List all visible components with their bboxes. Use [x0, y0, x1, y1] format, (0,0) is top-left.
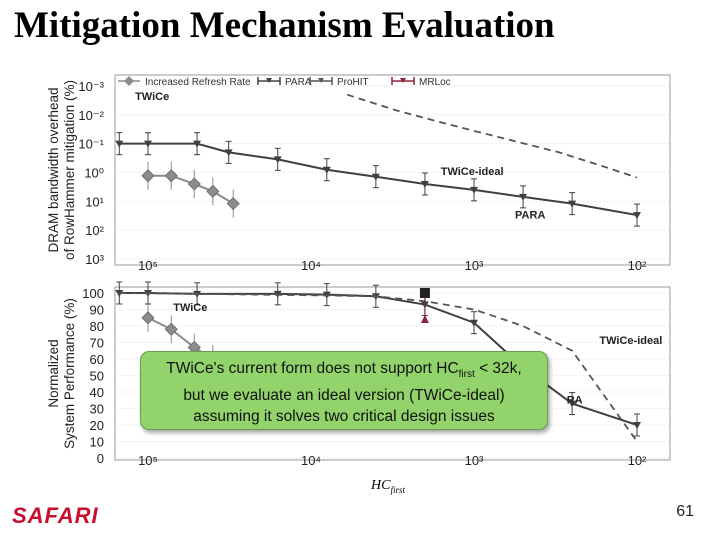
data-point [419, 288, 430, 298]
data-point [519, 193, 528, 201]
data-point [470, 319, 478, 327]
y-axis-label: System Performance (%) [62, 298, 77, 449]
x-axis-label: HCfirst [371, 478, 405, 495]
y-tick-label: 80 [90, 319, 104, 334]
data-point [568, 200, 577, 208]
legend-marker [266, 78, 272, 83]
series-line [119, 142, 638, 217]
legend-marker [400, 78, 406, 83]
annotation-label: RA [567, 395, 583, 407]
legend-label: Increased Refresh Rate [145, 77, 251, 88]
x-tick-label: 10⁴ [301, 258, 321, 273]
y-tick-label: 10⁻¹ [78, 137, 104, 152]
legend-marker [124, 76, 134, 86]
data-point [115, 140, 124, 148]
callout-line-1: TWiCe's current form does not support HC… [166, 360, 522, 381]
y-tick-label: 10² [85, 223, 104, 238]
y-axis-label: Normalized [46, 339, 61, 407]
data-point [273, 156, 282, 164]
data-point [187, 177, 201, 191]
annotation-label: TWiCe-ideal [441, 166, 504, 178]
y-tick-label: 0 [97, 451, 104, 466]
chart-panel-1: 10⁻³ 10⁻² 10⁻¹ 10⁰ 10¹ 10² 10³ 10⁵ 10⁴ 10³ 10² DRAM… [46, 74, 671, 273]
y-tick-label: 10³ [85, 252, 104, 267]
data-point [322, 166, 331, 174]
data-point [420, 315, 429, 323]
legend-label: ProHIT [337, 77, 369, 88]
data-point [568, 400, 577, 408]
legend-marker [318, 78, 324, 83]
x-tick-label: 10³ [465, 258, 484, 273]
y-tick-label: 10⁻² [78, 108, 104, 123]
data-point [470, 186, 478, 194]
series-increased-refresh-rate [141, 161, 240, 218]
data-point [144, 140, 152, 148]
data-point [141, 169, 155, 183]
plot-frame [114, 74, 671, 266]
data-point [224, 149, 233, 157]
data-point [633, 422, 641, 429]
callout-line-2: but we evaluate an ideal version (TWiCe-… [183, 387, 505, 405]
x-tick-label: 10⁵ [138, 258, 158, 273]
data-point [371, 173, 380, 181]
annotation-label: TWiCe [135, 91, 169, 103]
series-line [119, 292, 638, 443]
data-point [633, 212, 641, 220]
x-tick-label: 10² [628, 258, 647, 273]
y-tick-label: 30 [90, 402, 104, 417]
y-tick-label: 10¹ [85, 194, 104, 209]
series-para [115, 132, 641, 227]
y-tick-label: 50 [90, 369, 104, 384]
series-line [346, 93, 638, 179]
safari-logo: SAFARI [12, 503, 99, 528]
data-point [206, 184, 220, 198]
callout-box: TWiCe's current form does not support HC… [140, 351, 548, 430]
y-axis-label: of RowHammer mitigation (%) [62, 80, 77, 260]
annotation-label: TWiCe-ideal [599, 335, 662, 347]
data-point [420, 180, 429, 188]
y-tick-label: 40 [90, 385, 104, 400]
y-tick-label: 10⁰ [84, 166, 104, 181]
y-tick-label: 90 [90, 303, 104, 318]
y-tick-label: 70 [90, 336, 104, 351]
y-axis-label: DRAM bandwidth overhead [46, 87, 61, 252]
y-tick-label: 100 [82, 286, 104, 301]
y-tick-label: 20 [90, 418, 104, 433]
data-point [226, 197, 240, 211]
legend-label: PARA [285, 77, 312, 88]
annotation-label: PARA [515, 210, 545, 222]
y-tick-label: 10⁻³ [78, 79, 104, 94]
data-point [193, 140, 202, 148]
annotation-label: TWiCe [173, 302, 207, 314]
data-point [164, 322, 178, 336]
page-number: 61 [676, 503, 694, 520]
series-twice-ideal [119, 292, 638, 443]
slide-title: Mitigation Mechanism Evaluation [14, 5, 555, 46]
data-point [164, 169, 178, 183]
legend-label: MRLoc [419, 77, 451, 88]
callout-line-3: assuming it solves two critical design i… [193, 408, 495, 426]
series-mrloc [419, 288, 430, 323]
y-tick-label: 10 [90, 435, 104, 450]
series-twice-ideal [346, 93, 638, 179]
legend: Increased Refresh Rate PARA ProHIT MRLoc [118, 76, 451, 88]
x-tick-label: 10⁵ [138, 453, 158, 468]
x-tick-label: 10² [628, 453, 647, 468]
x-tick-label: 10⁴ [301, 453, 321, 468]
data-point [141, 311, 155, 325]
x-tick-label: 10³ [465, 453, 484, 468]
y-tick-label: 60 [90, 352, 104, 367]
series-increased-refresh-rate [141, 303, 220, 373]
